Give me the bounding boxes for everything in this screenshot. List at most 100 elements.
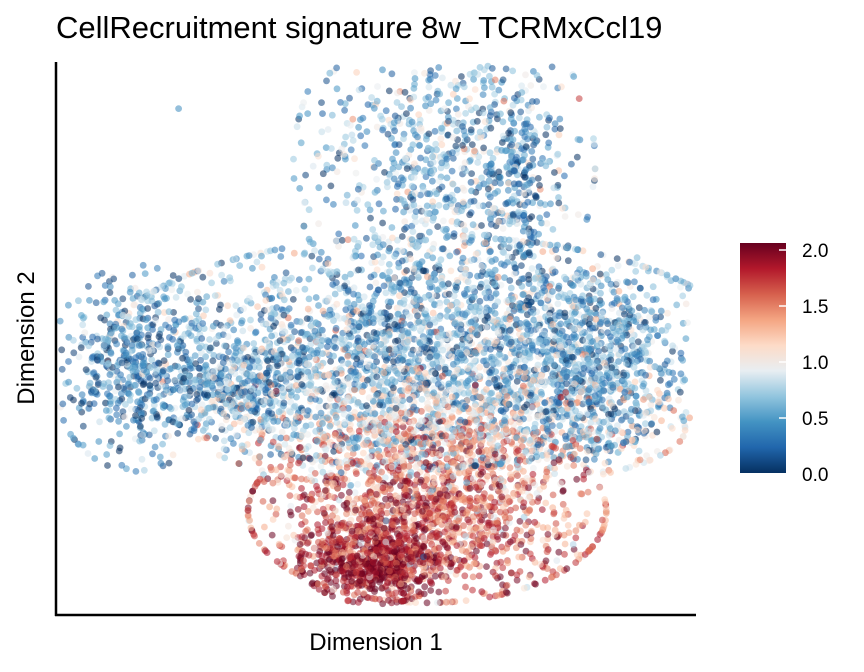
scatter-point [551, 470, 558, 478]
scatter-point [554, 241, 561, 249]
scatter-point [187, 365, 194, 372]
scatter-point [206, 415, 213, 423]
scatter-point [577, 280, 585, 288]
scatter-point [289, 296, 297, 303]
scatter-point [129, 295, 137, 302]
scatter-point [268, 466, 275, 474]
scatter-point [164, 377, 172, 384]
scatter-point [444, 233, 452, 240]
scatter-point [78, 312, 85, 319]
scatter-point [551, 169, 558, 176]
scatter-point [550, 510, 558, 518]
scatter-point [632, 392, 640, 400]
scatter-point [436, 90, 444, 98]
scatter-point [558, 406, 565, 414]
scatter-point [682, 300, 690, 308]
scatter-point [220, 277, 228, 285]
scatter-point [453, 186, 461, 194]
scatter-point [171, 376, 179, 384]
scatter-point [487, 124, 495, 132]
scatter-point [442, 203, 450, 211]
scatter-point [408, 182, 416, 190]
scatter-point [317, 248, 325, 256]
scatter-point [155, 333, 163, 340]
scatter-point [355, 123, 362, 131]
scatter-point [398, 233, 406, 240]
scatter-point [572, 527, 580, 535]
scatter-point [156, 453, 164, 461]
scatter-point [138, 296, 146, 304]
scatter-point [273, 505, 281, 513]
scatter-point [522, 521, 530, 529]
scatter-point [528, 527, 535, 535]
scatter-point [338, 145, 346, 153]
scatter-point [613, 255, 621, 262]
scatter-point [379, 66, 386, 74]
scatter-point [483, 563, 490, 570]
scatter-point [230, 326, 238, 334]
scatter-point [305, 295, 313, 303]
scatter-point [543, 211, 551, 219]
scatter-point [314, 152, 322, 160]
scatter-point [146, 375, 154, 382]
scatter-point [408, 274, 416, 282]
scatter-point [597, 251, 605, 258]
scatter-point [85, 283, 92, 290]
scatter-point [431, 72, 439, 79]
scatter-point [518, 82, 525, 90]
scatter-point [344, 352, 352, 360]
scatter-point [453, 283, 460, 291]
scatter-point [468, 141, 476, 149]
scatter-point [536, 214, 544, 222]
scatter-point [418, 407, 425, 415]
scatter-point [122, 401, 129, 408]
scatter-point [679, 356, 687, 364]
scatter-point [369, 315, 377, 323]
scatter-point [555, 131, 563, 139]
scatter-point [527, 82, 535, 89]
scatter-point [212, 434, 220, 442]
scatter-point [385, 87, 393, 95]
scatter-point [563, 412, 571, 420]
scatter-point [504, 253, 512, 261]
scatter-point [543, 220, 551, 227]
scatter-point [486, 193, 494, 201]
scatter-points [56, 62, 694, 608]
scatter-point [427, 532, 434, 540]
scatter-point [413, 471, 421, 479]
scatter-point [469, 573, 477, 581]
scatter-point [411, 69, 418, 77]
scatter-point [518, 262, 525, 269]
scatter-point [374, 235, 382, 243]
scatter-point [283, 534, 291, 541]
scatter-point [439, 74, 446, 82]
scatter-point [633, 254, 641, 262]
scatter-point [516, 517, 524, 525]
scatter-point [347, 482, 355, 489]
scatter-point [287, 398, 295, 406]
scatter-point [480, 231, 488, 239]
scatter-point [290, 249, 298, 257]
scatter-point [253, 258, 261, 266]
scatter-point [199, 273, 207, 281]
scatter-point [169, 272, 177, 279]
scatter-point [351, 222, 359, 229]
scatter-point [295, 459, 302, 467]
scatter-point [536, 182, 543, 189]
scatter-point [157, 459, 165, 467]
scatter-point [538, 219, 545, 227]
scatter-point [302, 171, 309, 179]
scatter-point [370, 164, 378, 171]
scatter-point [249, 264, 256, 272]
scatter-point [208, 279, 216, 287]
scatter-point [438, 245, 446, 253]
scatter-point [447, 267, 455, 275]
scatter-point [536, 113, 543, 121]
scatter-point [318, 457, 326, 464]
scatter-point [174, 430, 182, 437]
scatter-point [470, 75, 477, 83]
scatter-point [271, 246, 279, 254]
scatter-point [381, 169, 388, 176]
scatter-point [315, 302, 322, 309]
scatter-point [525, 573, 533, 581]
